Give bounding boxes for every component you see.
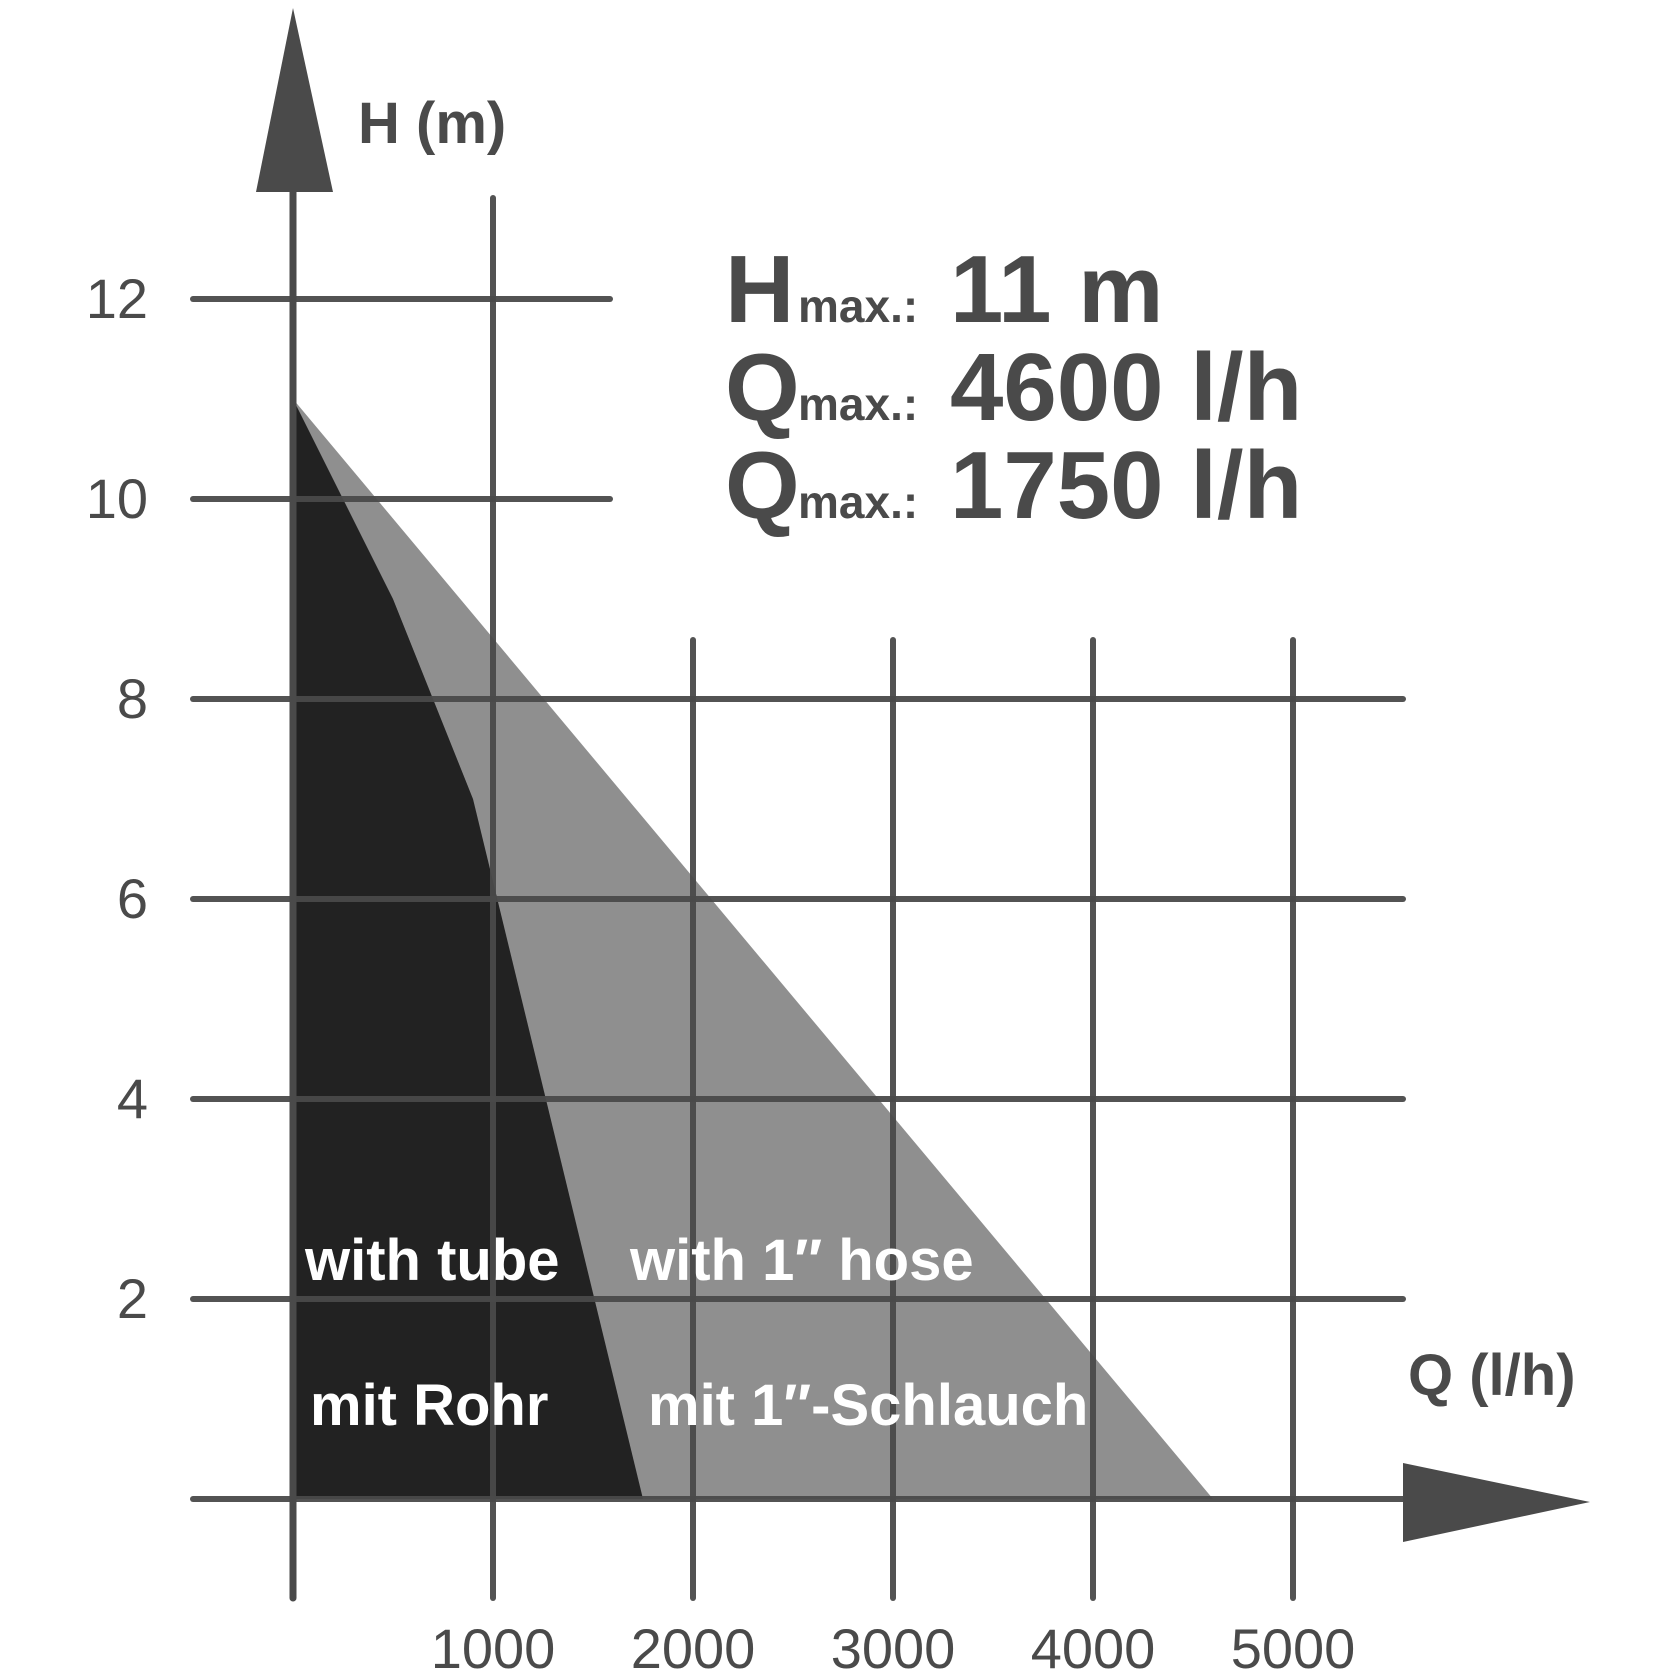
y-axis-title: H (m) xyxy=(358,91,506,156)
spec-annotation-qmax-hose: Q max.: 4600 l/h xyxy=(725,334,1302,441)
y-tick-labels: 12 10 8 6 4 2 xyxy=(86,267,148,1330)
spec-value: 1750 l/h xyxy=(950,432,1302,539)
tube-label-de: mit Rohr xyxy=(310,1373,548,1438)
spec-subscript: max.: xyxy=(798,280,918,332)
y-tick-label: 4 xyxy=(117,1067,148,1130)
x-tick-label: 2000 xyxy=(631,1617,756,1673)
horizontal-gridlines xyxy=(190,296,1413,1502)
vertical-gridlines xyxy=(490,195,1296,1601)
y-tick-label: 8 xyxy=(117,667,148,730)
spec-annotation-qmax-tube: Q max.: 1750 l/h xyxy=(725,432,1302,539)
tube-area xyxy=(293,399,643,1499)
x-tick-label: 3000 xyxy=(831,1617,956,1673)
spec-annotation-hmax: H max.: 11 m xyxy=(725,236,1164,343)
y-axis-arrow-icon xyxy=(256,8,333,192)
spec-symbol: Q xyxy=(725,334,800,441)
spec-value: 4600 l/h xyxy=(950,334,1302,441)
spec-symbol: Q xyxy=(725,432,800,539)
y-tick-label: 12 xyxy=(86,267,148,330)
x-tick-label: 4000 xyxy=(1031,1617,1156,1673)
hose-label-en: with 1″ hose xyxy=(629,1228,974,1293)
tube-label-en: with tube xyxy=(304,1228,560,1293)
x-tick-label: 5000 xyxy=(1231,1617,1356,1673)
y-tick-label: 6 xyxy=(117,867,148,930)
spec-value: 11 m xyxy=(950,236,1164,343)
spec-subscript: max.: xyxy=(798,378,918,430)
x-axis-title: Q (l/h) xyxy=(1408,1343,1576,1408)
y-tick-label: 10 xyxy=(86,467,148,530)
x-tick-label: 1000 xyxy=(431,1617,556,1673)
hose-label-de: mit 1″-Schlauch xyxy=(648,1373,1088,1438)
spec-symbol: H xyxy=(725,236,794,343)
x-axis-arrow-icon xyxy=(1403,1463,1590,1542)
x-tick-labels: 1000 2000 3000 4000 5000 xyxy=(431,1617,1356,1673)
spec-subscript: max.: xyxy=(798,476,918,528)
y-tick-label: 2 xyxy=(117,1267,148,1330)
